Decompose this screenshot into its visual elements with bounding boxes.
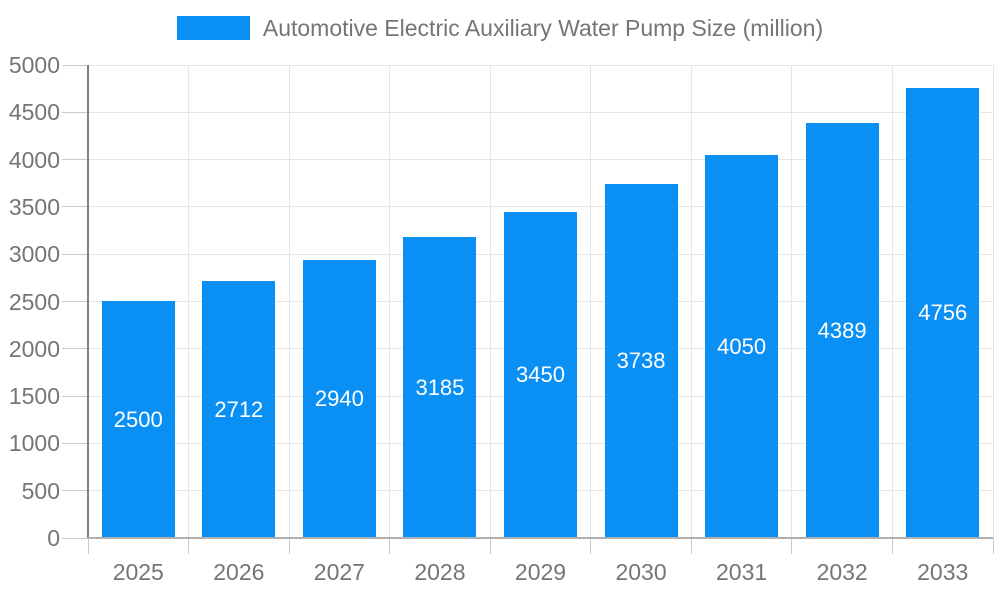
x-axis-tick	[288, 538, 290, 554]
x-gridline	[791, 65, 793, 538]
y-axis-tick	[62, 64, 88, 66]
x-tick-label: 2026	[213, 559, 265, 585]
x-tick-label: 2032	[816, 559, 868, 585]
y-axis-tick	[62, 301, 88, 302]
y-axis-line	[87, 65, 89, 538]
y-axis-tick	[62, 253, 88, 255]
x-axis-tick	[791, 538, 793, 554]
x-axis-tick	[992, 538, 994, 554]
y-gridline	[88, 159, 993, 161]
x-axis-tick	[87, 538, 89, 554]
y-gridline	[88, 111, 993, 113]
bar-value-label: 3450	[516, 362, 565, 387]
y-tick-label: 3500	[8, 193, 60, 220]
bar[interactable]: 3450	[504, 212, 577, 538]
y-axis-tick	[62, 159, 88, 161]
bar-value-label: 3738	[616, 348, 666, 373]
bar-value-label: 4756	[918, 300, 968, 325]
y-axis-tick	[62, 206, 88, 208]
y-axis-tick	[62, 348, 88, 350]
y-axis-tick	[62, 537, 88, 539]
bar-value-label: 2712	[214, 396, 264, 422]
bar-value-label: 2940	[314, 386, 364, 411]
y-axis-tick	[62, 111, 88, 113]
bar-value-label: 4050	[717, 333, 767, 359]
y-axis-tick	[62, 442, 88, 444]
bar-value-label: 4389	[817, 317, 867, 343]
x-gridline	[690, 65, 692, 538]
y-tick-label: 0	[47, 525, 60, 551]
bar-value-label: 2500	[113, 406, 163, 432]
y-tick-label: 5000	[8, 52, 60, 78]
x-gridline	[992, 65, 994, 538]
bar[interactable]: 4756	[906, 88, 980, 538]
x-tick-label: 2027	[313, 559, 365, 585]
x-gridline	[188, 65, 190, 538]
y-axis-tick	[62, 490, 88, 492]
y-tick-label: 1000	[8, 430, 60, 457]
x-gridline	[489, 65, 491, 538]
y-tick-label: 1500	[8, 383, 60, 410]
bar[interactable]: 2940	[302, 260, 376, 538]
x-gridline	[590, 65, 592, 538]
plot-area: 2500 2712 2940 3185 3450 3738 4050 4389 4756	[87, 64, 994, 538]
bar[interactable]: 2500	[101, 301, 175, 538]
legend-title: Automotive Electric Auxiliary Water Pump…	[262, 15, 824, 41]
x-tick-label: 2033	[917, 559, 969, 585]
bar-value-label: 3185	[415, 374, 465, 400]
bar[interactable]: 2712	[202, 281, 276, 538]
y-tick-label: 4000	[8, 146, 60, 173]
x-tick-label: 2029	[514, 559, 567, 585]
x-gridline	[288, 65, 290, 538]
bar[interactable]: 4389	[805, 123, 879, 538]
legend-swatch	[176, 16, 250, 40]
x-gridline	[891, 65, 893, 538]
bar[interactable]: 3738	[604, 184, 678, 538]
chart-legend[interactable]: Automotive Electric Auxiliary Water Pump…	[0, 14, 1000, 42]
x-tick-label: 2031	[716, 559, 768, 585]
x-axis-tick	[891, 538, 893, 554]
x-axis-tick	[690, 538, 692, 554]
y-tick-label: 4500	[8, 99, 60, 126]
y-axis-tick	[62, 395, 88, 397]
x-axis-tick	[489, 538, 491, 554]
x-gridline	[389, 65, 391, 538]
x-tick-label: 2030	[615, 559, 667, 585]
x-tick-label: 2025	[112, 559, 164, 585]
x-axis-tick	[389, 538, 391, 554]
bar[interactable]: 3185	[403, 237, 477, 538]
bar[interactable]: 4050	[705, 155, 779, 538]
x-tick-label: 2028	[414, 559, 466, 585]
y-gridline	[88, 206, 993, 208]
y-tick-label: 2000	[8, 335, 60, 362]
x-axis-line	[88, 537, 993, 539]
y-gridline	[88, 64, 993, 66]
y-tick-label: 500	[21, 477, 60, 504]
x-axis-tick	[590, 538, 592, 554]
x-axis-tick	[188, 538, 190, 554]
y-tick-label: 2500	[8, 288, 60, 315]
y-tick-label: 3000	[8, 241, 60, 268]
